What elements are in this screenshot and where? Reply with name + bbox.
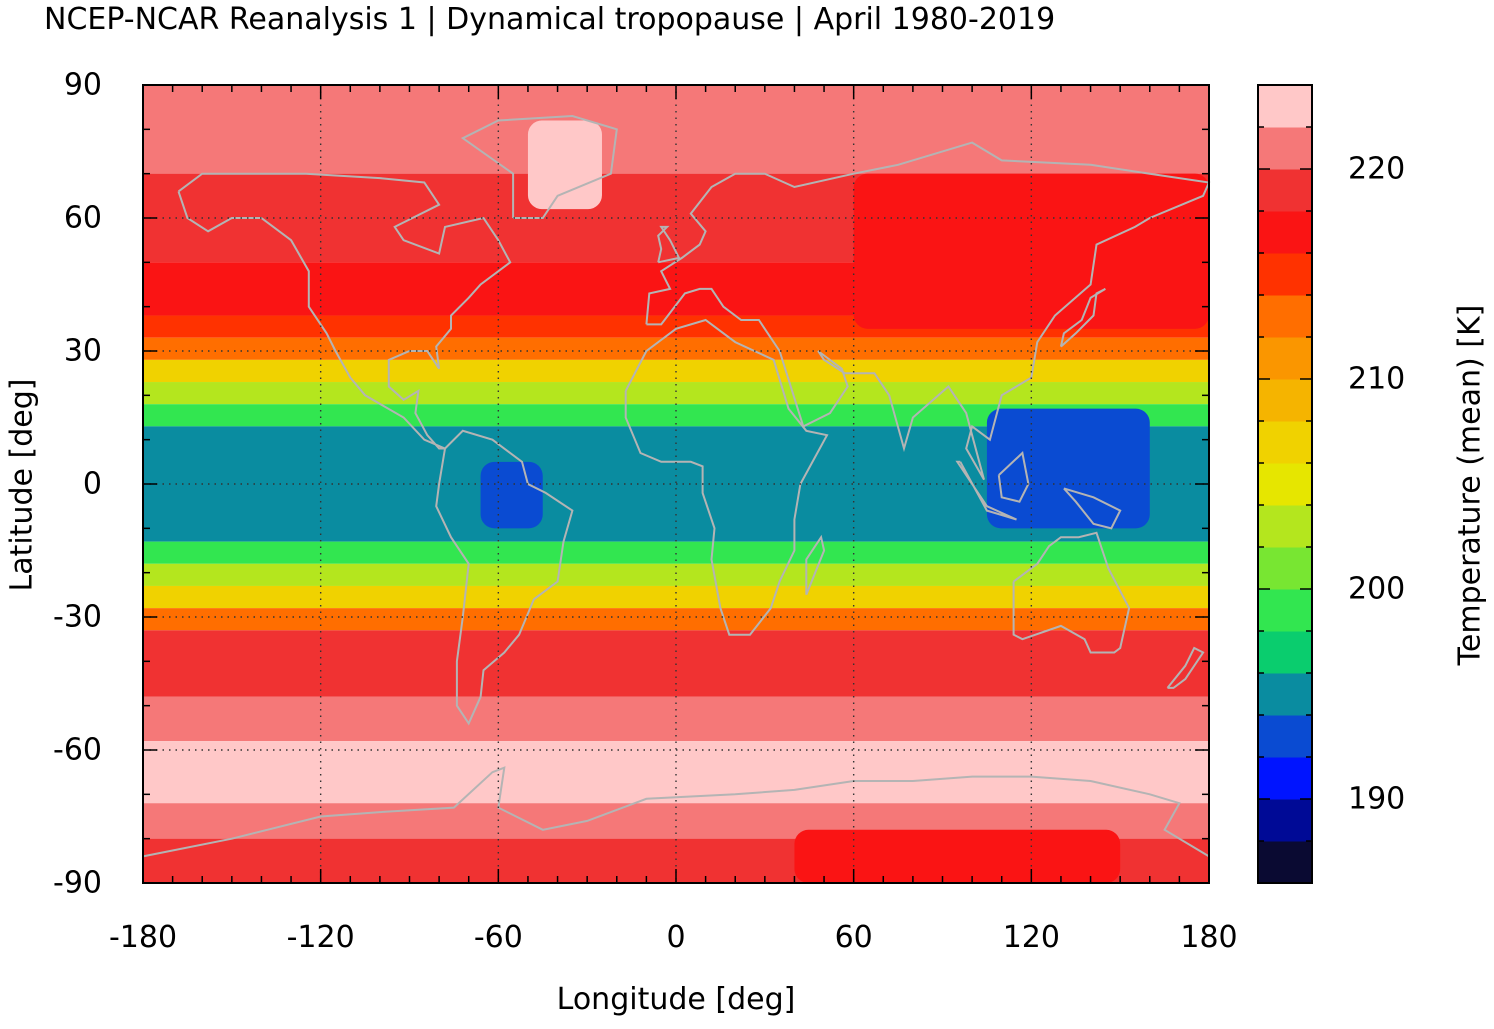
coastline <box>1166 646 1205 689</box>
colorbar-swatch <box>1258 757 1312 800</box>
chart-title: NCEP-NCAR Reanalysis 1 | Dynamical tropo… <box>44 2 1056 37</box>
plot-frame <box>142 84 1210 884</box>
x-tick-label: -120 <box>286 920 355 955</box>
y-tick-label: -30 <box>53 599 102 635</box>
coastline <box>460 114 618 219</box>
coastline <box>624 318 829 636</box>
colorbar-swatch <box>1258 715 1312 758</box>
colorbar-swatch <box>1258 211 1312 254</box>
colorbar-frame <box>1257 84 1313 884</box>
temperature-region <box>853 173 1209 329</box>
coastline <box>645 141 1211 481</box>
grid-lines <box>143 85 1209 883</box>
x-tick-label: -60 <box>473 920 523 955</box>
coastline <box>1012 531 1131 654</box>
x-tick-label: 60 <box>834 920 873 955</box>
x-tick-label: 120 <box>1002 920 1060 955</box>
colorbar-swatch <box>1258 169 1312 212</box>
temperature-region <box>527 120 602 210</box>
colorbar-swatch <box>1258 295 1312 338</box>
temperature-band <box>143 337 1209 360</box>
colorbar-swatch <box>1258 631 1312 674</box>
colorbar-swatch <box>1258 463 1312 506</box>
temperature-region <box>480 461 543 529</box>
temperature-band <box>143 696 1209 742</box>
temperature-band <box>143 404 1209 427</box>
colorbar-swatch <box>1258 841 1312 884</box>
temperature-region <box>794 829 1121 883</box>
coastline <box>997 451 1030 503</box>
colorbar-swatch <box>1258 673 1312 716</box>
colorbar-swatch <box>1258 337 1312 380</box>
coastline <box>805 534 826 596</box>
y-tick-label: 0 <box>82 466 102 502</box>
x-axis-label: Longitude [deg] <box>556 982 796 1017</box>
colorbar-swatch <box>1258 379 1312 422</box>
y-tick-label: 60 <box>63 200 102 236</box>
colorbar-ticks <box>1258 84 1312 884</box>
colorbar-swatch <box>1258 85 1312 128</box>
temperature-band <box>143 541 1209 564</box>
temperature-band <box>143 85 1209 174</box>
colorbar-swatch <box>1258 799 1312 842</box>
colorbar-tick-label: 190 <box>1348 781 1406 817</box>
coastline <box>1063 487 1122 530</box>
temperature-band <box>143 382 1209 405</box>
temperature-band <box>143 563 1209 586</box>
temperature-band <box>143 359 1209 383</box>
colorbar-swatch <box>1258 421 1312 464</box>
coastline <box>955 460 1017 521</box>
colorbar-label: Temperature (mean) [K] <box>1452 304 1488 666</box>
temperature-band <box>143 585 1209 609</box>
coastline <box>435 429 574 726</box>
y-tick-label: 30 <box>63 333 102 369</box>
temperature-region <box>986 408 1150 529</box>
colorbar-tick-label: 200 <box>1348 571 1406 607</box>
colorbar-swatch <box>1258 589 1312 632</box>
x-tick-label: 180 <box>1180 920 1238 955</box>
colorbar <box>1258 85 1312 884</box>
coastline <box>142 766 1210 858</box>
coastline <box>1059 288 1106 348</box>
x-tick-label: 0 <box>666 920 686 955</box>
y-axis-label: Latitude [deg] <box>4 378 40 592</box>
temperature-band <box>143 741 1209 804</box>
colorbar-swatch <box>1258 127 1312 170</box>
coastline <box>657 225 681 264</box>
colorbar-swatch <box>1258 547 1312 590</box>
y-tick-label: -60 <box>53 732 102 768</box>
colorbar-swatch <box>1258 253 1312 296</box>
colorbar-tick-label: 210 <box>1348 361 1406 397</box>
colorbar-swatch <box>1258 505 1312 548</box>
y-tick-label: 90 <box>63 67 102 103</box>
y-tick-label: -90 <box>53 865 102 901</box>
x-tick-label: -180 <box>108 920 178 955</box>
colorbar-tick-label: 220 <box>1348 151 1406 187</box>
